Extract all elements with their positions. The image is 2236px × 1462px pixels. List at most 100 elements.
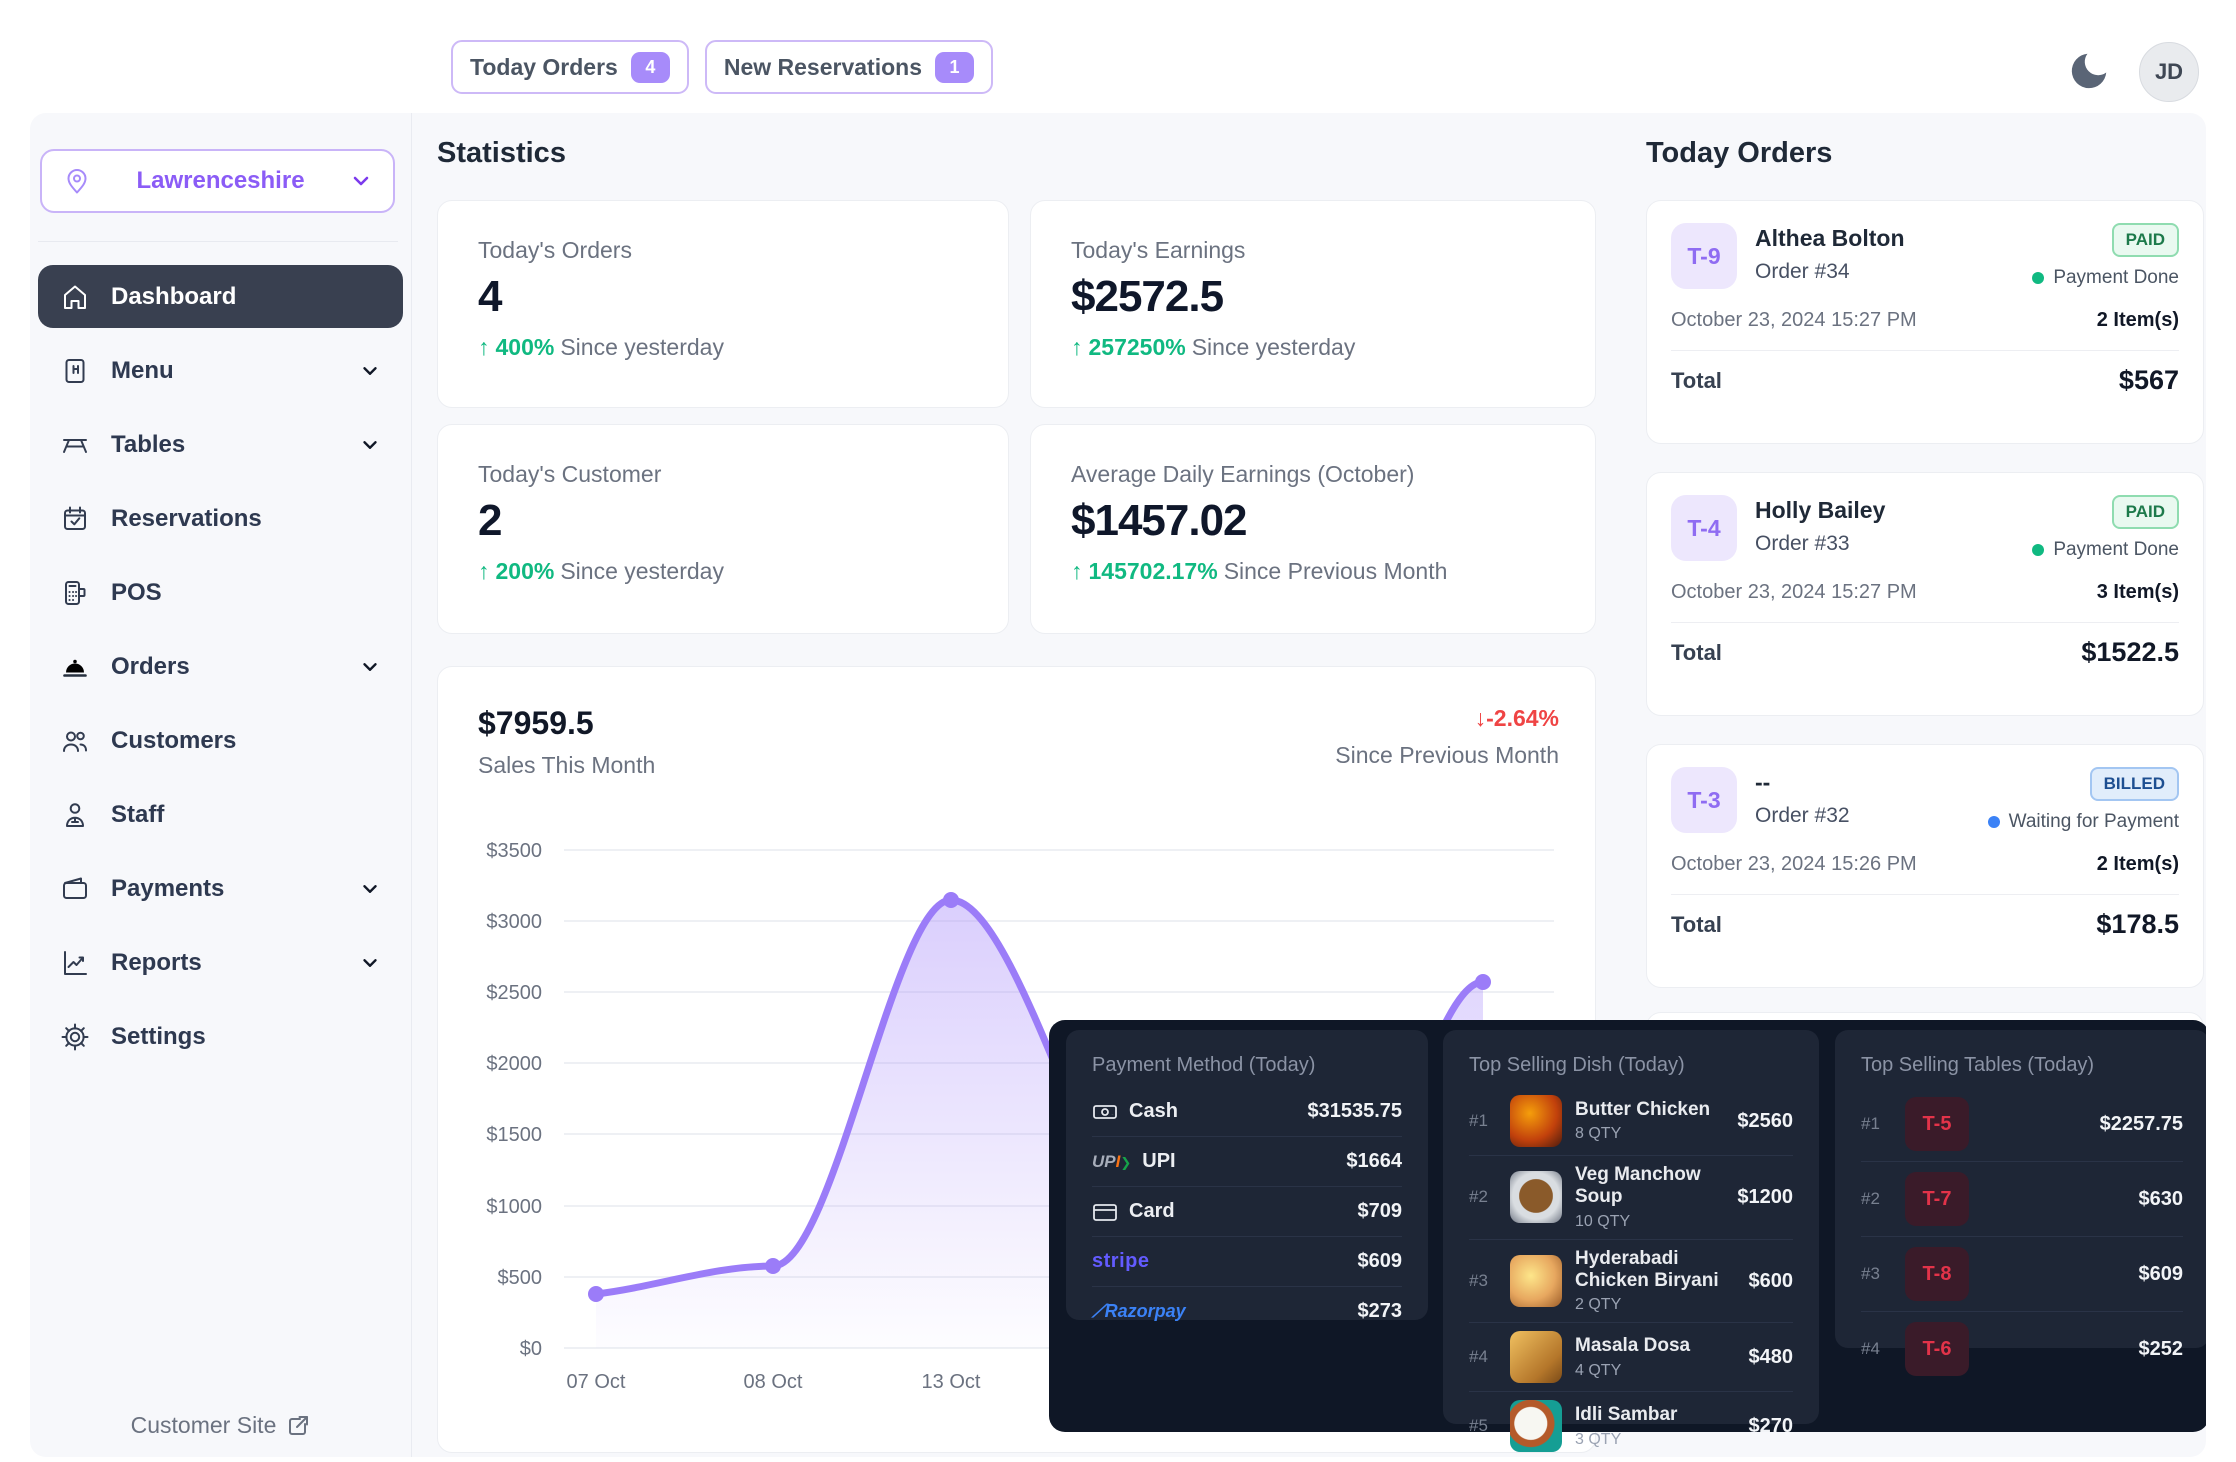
- payment-value: $273: [1357, 1300, 1403, 1322]
- stat-delta: 200%: [495, 558, 555, 584]
- dish-name: Idli Sambar: [1575, 1403, 1678, 1425]
- chevron-down-icon: [359, 952, 381, 974]
- sidebar-item-payments[interactable]: Payments: [38, 857, 403, 920]
- status-note: Payment Done: [2053, 267, 2179, 288]
- order-card[interactable]: T-3 -- Order #32 BILLED Waiting for Paym…: [1646, 744, 2204, 988]
- sidebar-item-dashboard[interactable]: Dashboard: [38, 265, 403, 328]
- today-orders-button[interactable]: Today Orders 4: [451, 40, 689, 94]
- dish-rank: #4: [1469, 1347, 1488, 1367]
- sidebar-item-label: Settings: [111, 1022, 206, 1050]
- dish-qty: 4 QTY: [1575, 1361, 1622, 1379]
- status-note: Waiting for Payment: [2008, 811, 2179, 832]
- dish-name: Hyderabadi Chicken Biryani: [1575, 1247, 1719, 1291]
- dish-qty: 8 QTY: [1575, 1125, 1622, 1143]
- status-note: Payment Done: [2053, 539, 2179, 560]
- dish-price: $1200: [1737, 1185, 1793, 1208]
- staff-person-icon: [60, 800, 90, 830]
- order-customer: Althea Bolton: [1755, 225, 1905, 251]
- table-row: #2 T-7 $630: [1861, 1162, 2183, 1237]
- pos-terminal-icon: [60, 578, 90, 608]
- stat-value: $2572.5: [1071, 272, 1224, 321]
- sidebar: Lawrenceshire Dashboard Menu T: [30, 113, 412, 1457]
- location-select[interactable]: Lawrenceshire: [40, 149, 395, 213]
- top-tables-title: Top Selling Tables (Today): [1861, 1054, 2095, 1076]
- dish-qty: 3 QTY: [1575, 1430, 1622, 1448]
- stat-card-average-daily-earnings: Average Daily Earnings (October) $1457.0…: [1030, 424, 1596, 634]
- sidebar-item-settings[interactable]: Settings: [38, 1005, 403, 1068]
- order-items-count: 2 Item(s): [2096, 309, 2179, 331]
- sidebar-item-pos[interactable]: POS: [38, 561, 403, 624]
- new-reservations-button-label: New Reservations: [723, 53, 922, 80]
- dish-price: $600: [1748, 1269, 1794, 1292]
- sidebar-item-tables[interactable]: Tables: [38, 413, 403, 476]
- green-dot-icon: [2032, 544, 2045, 556]
- customer-site-link[interactable]: Customer Site: [30, 1412, 411, 1439]
- new-reservations-button[interactable]: New Reservations 1: [704, 40, 993, 94]
- user-avatar[interactable]: JD: [2139, 42, 2199, 102]
- chevron-down-icon: [359, 878, 381, 900]
- order-customer: --: [1755, 769, 1771, 795]
- payment-label: Cash: [1129, 1100, 1178, 1122]
- stat-label: Average Daily Earnings (October): [1071, 461, 1415, 487]
- today-orders-count-badge: 4: [630, 51, 670, 83]
- stat-note: Since yesterday: [560, 558, 724, 584]
- status-badge: BILLED: [2089, 767, 2179, 801]
- stat-card-todays-orders: Today's Orders 4 ↑ 400% Since yesterday: [437, 200, 1009, 408]
- svg-text:$2000: $2000: [486, 1053, 542, 1075]
- svg-text:$3000: $3000: [486, 911, 542, 933]
- dish-price: $2560: [1737, 1109, 1793, 1132]
- status-badge: PAID: [2111, 223, 2179, 257]
- order-date: October 23, 2024 15:27 PM: [1671, 309, 1917, 331]
- credit-card-icon: [1092, 1199, 1118, 1225]
- svg-text:$1500: $1500: [486, 1124, 542, 1146]
- sidebar-item-staff[interactable]: Staff: [38, 783, 403, 846]
- stat-label: Today's Earnings: [1071, 237, 1246, 263]
- dish-rank: #1: [1469, 1111, 1488, 1130]
- stat-value: 2: [478, 496, 502, 545]
- svg-text:$1000: $1000: [486, 1196, 542, 1218]
- dish-row: #4 Masala Dosa 4 QTY $480: [1469, 1323, 1793, 1393]
- sidebar-item-reservations[interactable]: Reservations: [38, 487, 403, 550]
- payment-value: $709: [1357, 1200, 1403, 1222]
- razorpay-logo: ⟋Razorpay: [1092, 1301, 1186, 1321]
- home-icon: [60, 282, 90, 312]
- order-number: Order #34: [1755, 260, 1850, 283]
- order-card[interactable]: T-4 Holly Bailey Order #33 PAID Payment …: [1646, 472, 2204, 716]
- sidebar-item-customers[interactable]: Customers: [38, 709, 403, 772]
- sidebar-item-reports[interactable]: Reports: [38, 931, 403, 994]
- dark-mode-toggle[interactable]: [2066, 48, 2112, 94]
- dish-rank: #3: [1469, 1271, 1488, 1291]
- sales-subtitle: Sales This Month: [478, 752, 656, 778]
- stat-card-todays-customer: Today's Customer 2 ↑ 200% Since yesterday: [437, 424, 1009, 634]
- table-row: #4 T-6 $252: [1861, 1312, 2183, 1386]
- top-selling-dish-panel: Top Selling Dish (Today) #1 Butter Chick…: [1443, 1030, 1819, 1453]
- table-icon: [60, 430, 90, 460]
- table-badge: T-9: [1671, 223, 1737, 289]
- dish-price: $270: [1748, 1414, 1794, 1437]
- chevron-down-icon: [349, 169, 373, 193]
- sidebar-item-menu[interactable]: Menu: [38, 339, 403, 402]
- dish-row: #2 Veg Manchow Soup 10 QTY $1200: [1469, 1156, 1793, 1240]
- dish-row: #1 Butter Chicken 8 QTY $2560: [1469, 1087, 1793, 1156]
- content-frame: Lawrenceshire Dashboard Menu T: [30, 113, 2206, 1457]
- dish-name: Butter Chicken: [1575, 1098, 1711, 1120]
- calendar-check-icon: [60, 504, 90, 534]
- order-items-count: 3 Item(s): [2096, 581, 2179, 603]
- dish-photo: [1510, 1171, 1562, 1224]
- order-card[interactable]: T-9 Althea Bolton Order #34 PAID Payment…: [1646, 200, 2204, 444]
- sales-total: $7959.5: [478, 705, 594, 741]
- dish-row: #3 Hyderabadi Chicken Biryani 2 QTY $600: [1469, 1240, 1793, 1324]
- chart-x-axis: 07 Oct 08 Oct 13 Oct: [567, 1371, 981, 1393]
- order-total: $178.5: [2096, 909, 2179, 939]
- svg-text:$3500: $3500: [486, 842, 542, 862]
- dish-photo: [1510, 1400, 1562, 1453]
- sales-delta: -2.64%: [1486, 705, 1559, 731]
- dish-photo: [1510, 1331, 1562, 1384]
- order-date: October 23, 2024 15:26 PM: [1671, 853, 1917, 875]
- sidebar-item-orders[interactable]: Orders: [38, 635, 403, 698]
- table-badge-red: T-5: [1905, 1097, 1969, 1151]
- gear-icon: [60, 1022, 90, 1052]
- top-selling-tables-panel: Top Selling Tables (Today) #1 T-5 $2257.…: [1835, 1030, 2206, 1376]
- stat-note: Since yesterday: [1191, 334, 1356, 360]
